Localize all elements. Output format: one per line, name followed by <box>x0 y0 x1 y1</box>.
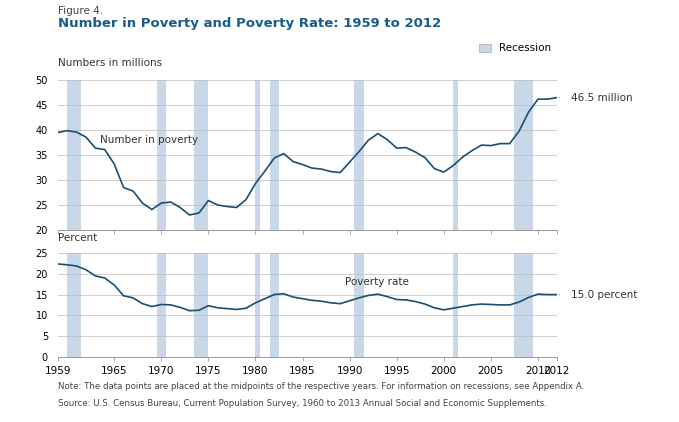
Text: 15.0 percent: 15.0 percent <box>571 289 638 300</box>
Bar <box>194 80 208 230</box>
Text: Figure 4.: Figure 4. <box>58 6 103 16</box>
Bar <box>270 253 279 357</box>
Bar <box>194 253 208 357</box>
Text: Numbers in millions: Numbers in millions <box>58 58 162 68</box>
Bar <box>515 253 533 357</box>
Bar <box>453 80 458 230</box>
Bar <box>157 80 166 230</box>
Bar <box>157 253 166 357</box>
Text: 46.5 million: 46.5 million <box>571 93 633 103</box>
Bar <box>354 253 364 357</box>
Legend: Recession: Recession <box>479 43 551 54</box>
Text: Number in poverty: Number in poverty <box>100 135 198 145</box>
Text: Source: U.S. Census Bureau, Current Population Survey, 1960 to 2013 Annual Socia: Source: U.S. Census Bureau, Current Popu… <box>58 399 547 408</box>
Bar <box>270 80 279 230</box>
Text: Number in Poverty and Poverty Rate: 1959 to 2012: Number in Poverty and Poverty Rate: 1959… <box>58 17 441 30</box>
Bar <box>255 253 260 357</box>
Bar <box>255 80 260 230</box>
Bar <box>515 80 533 230</box>
Bar <box>354 80 364 230</box>
Bar <box>67 80 81 230</box>
Text: Poverty rate: Poverty rate <box>345 277 409 287</box>
Text: Percent: Percent <box>58 233 97 243</box>
Text: Note: The data points are placed at the midpoints of the respective years. For i: Note: The data points are placed at the … <box>58 382 584 391</box>
Bar <box>67 253 81 357</box>
Bar <box>453 253 458 357</box>
